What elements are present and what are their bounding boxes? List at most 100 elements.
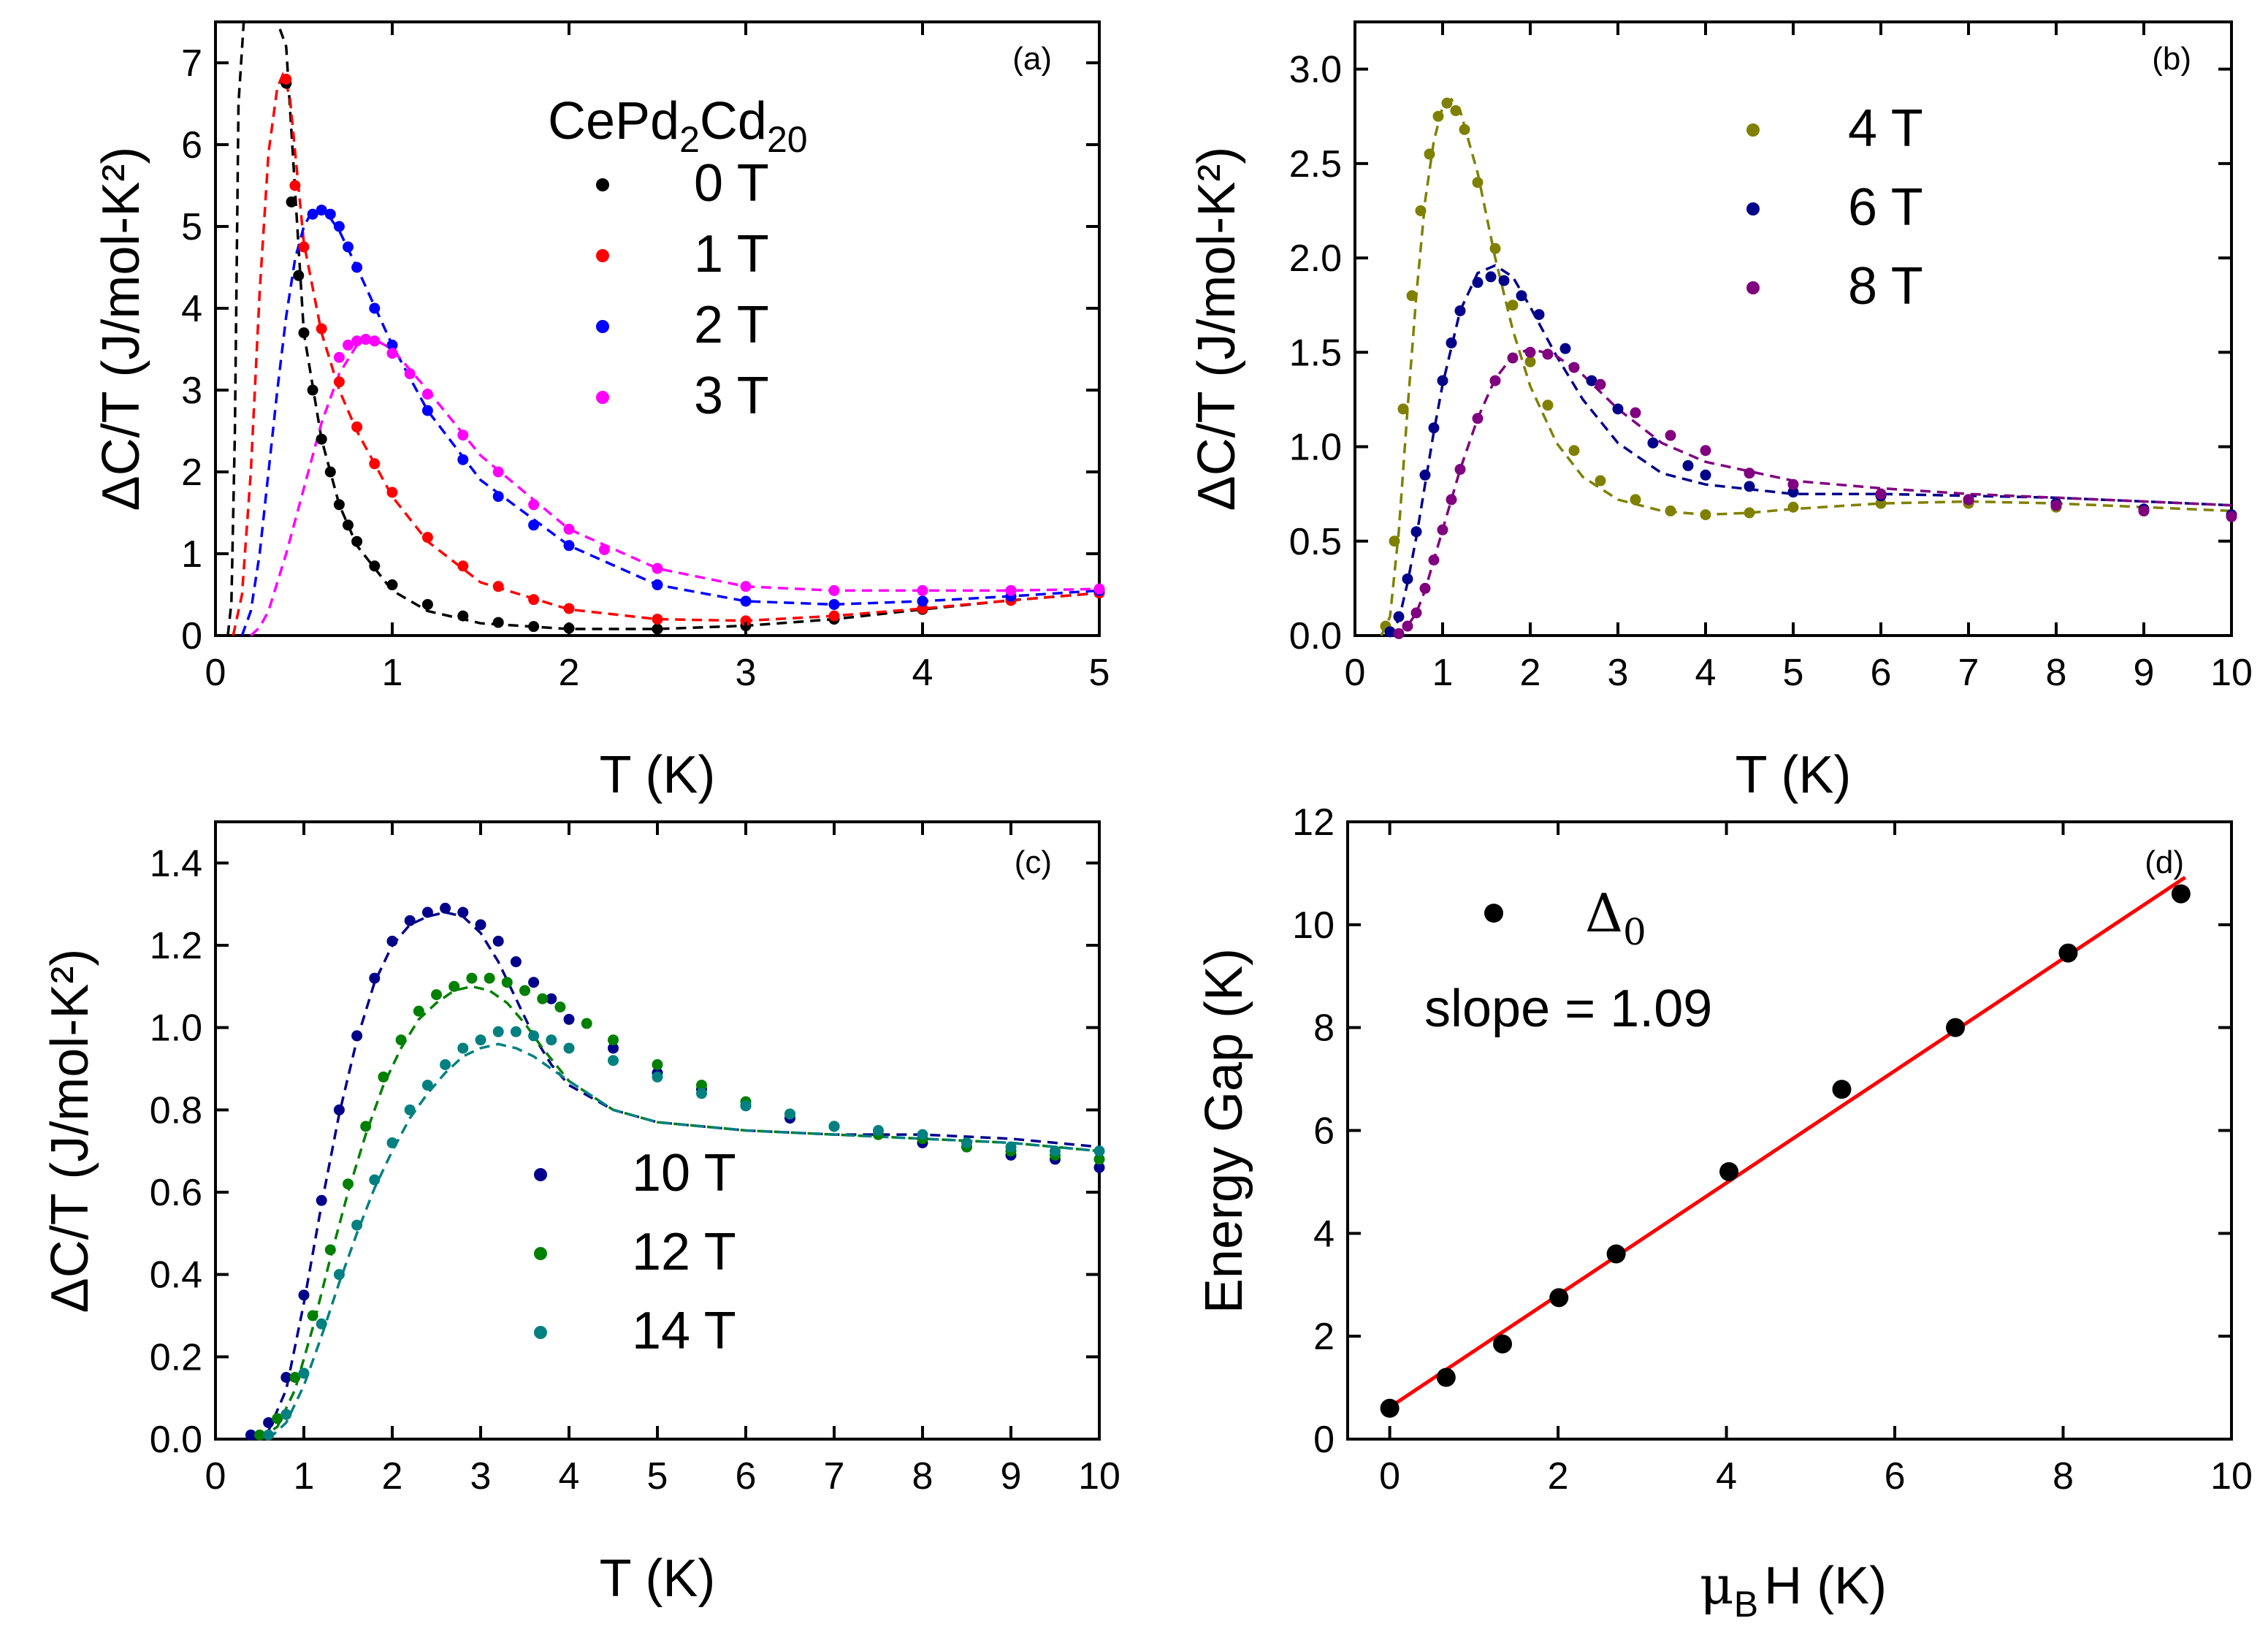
data-point: [563, 603, 575, 614]
y-tick-label: 0.2: [150, 1336, 202, 1378]
data-point: [828, 1121, 840, 1132]
data-point: [1489, 243, 1501, 254]
data-point: [307, 1310, 318, 1321]
legend-marker: [1746, 281, 1760, 294]
data-point: [333, 376, 345, 388]
x-tick-label: 2: [559, 652, 580, 694]
data-point: [1428, 554, 1440, 566]
data-point: [263, 1416, 275, 1428]
x-ticks-d: 0 2 4 6 8 10: [1379, 822, 2253, 1498]
data-point: [1419, 469, 1431, 481]
x-tick-label: 8: [2046, 652, 2067, 694]
data-point: [457, 610, 469, 622]
data-point: [696, 1080, 707, 1091]
data-point: [1093, 1162, 1105, 1173]
data-point: [324, 1244, 336, 1256]
data-point: [421, 1080, 433, 1091]
data-point: [510, 956, 522, 968]
data-point: [280, 73, 292, 85]
x-tick-label: 10: [2210, 1455, 2253, 1498]
data-point: [563, 1013, 575, 1025]
data-point: [1393, 628, 1405, 639]
data-point: [1093, 583, 1105, 595]
data-point: [1498, 275, 1510, 286]
y-tick-label: 12: [1292, 801, 1335, 844]
data-point: [1533, 309, 1545, 321]
data-point: [280, 1372, 292, 1383]
y-tick-label: 0.5: [1289, 521, 1342, 563]
data-point: [404, 915, 416, 926]
data-point: [1744, 481, 1755, 492]
legend-label: 14 T: [632, 1302, 736, 1360]
data-point: [492, 491, 504, 503]
panel-tag-c: (c): [1015, 844, 1052, 880]
data-point: [475, 919, 486, 931]
legend-marker: [534, 1326, 547, 1339]
x-tick-label: 8: [912, 1455, 933, 1498]
data-point: [386, 339, 398, 351]
data-point: [369, 560, 381, 572]
panel-b: 0 1 2 3 4 5 6 7 8 9 10 0.0 0.5 1.0 1.5 2.0 2.5 3.0 (b) 4…: [1188, 20, 2253, 804]
y-tick-label: 2.5: [1289, 143, 1342, 186]
data-point: [245, 1429, 256, 1441]
data-point: [608, 1055, 619, 1067]
data-point: [298, 1368, 310, 1379]
legend-label-delta: Δ0: [1585, 882, 1646, 953]
y-tick-label: 3: [181, 370, 202, 412]
data-point: [457, 1042, 469, 1054]
data-point: [1437, 524, 1448, 535]
y-ticks-c: 0.0 0.2 0.4 0.6 0.8 1.0 1.2 1.4: [150, 842, 1099, 1461]
data-point: [1436, 1368, 1456, 1387]
data-point: [316, 323, 327, 335]
data-point: [581, 1018, 592, 1029]
data-point: [1050, 1145, 1061, 1157]
data-point: [1682, 459, 1694, 471]
data-point: [652, 562, 663, 574]
data-point: [501, 977, 513, 988]
data-point: [1005, 584, 1017, 596]
data-point: [1446, 337, 1457, 348]
data-point: [652, 1071, 663, 1083]
y-tick-label: 0.6: [150, 1172, 202, 1214]
data-point: [254, 1429, 265, 1441]
data-point: [1472, 177, 1484, 188]
data-point: [1665, 505, 1676, 516]
y-tick-label: 6: [1313, 1110, 1335, 1153]
data-point: [740, 1100, 752, 1112]
legend-a: 0 T 1 T 2 T 3 T: [596, 154, 769, 425]
y-tick-label: 8: [1313, 1007, 1335, 1050]
fit-curve: [240, 208, 1100, 636]
data-point: [395, 1034, 407, 1046]
data-point: [1437, 375, 1448, 386]
data-point: [528, 1030, 540, 1042]
data-point: [546, 993, 557, 1004]
data-point: [1630, 494, 1641, 506]
data-point: [466, 972, 478, 984]
y-tick-label: 1.5: [1289, 332, 1342, 374]
data-point: [784, 1108, 795, 1120]
data-point: [563, 540, 575, 552]
x-tick-label: 4: [1695, 652, 1717, 694]
y-ticks-b: 0.0 0.5 1.0 1.5 2.0 2.5 3.0: [1289, 49, 2231, 657]
y-ticks-a: 0 1 2 3 4 5 6 7: [181, 42, 1099, 657]
x-tick-label: 10: [2210, 652, 2253, 694]
y-tick-label: 3.0: [1289, 49, 1342, 91]
y-axis-label-a: ΔC/T (J/mol-K²): [92, 147, 150, 511]
data-point: [333, 499, 345, 511]
data-point: [740, 581, 752, 592]
y-tick-label: 6: [181, 124, 202, 167]
data-point: [316, 1318, 327, 1330]
data-point: [1454, 305, 1466, 316]
y-axis-label-c: ΔC/T (J/mol-K²): [41, 949, 99, 1313]
legend-label: 3 T: [694, 367, 769, 425]
data-point: [457, 907, 469, 918]
data-point: [343, 519, 354, 531]
data-point: [1542, 348, 1554, 360]
data-point: [1384, 626, 1396, 638]
data-point: [917, 1129, 928, 1140]
data-point: [1005, 1141, 1017, 1153]
fit-curve: [250, 337, 1100, 637]
data-point: [316, 1194, 327, 1206]
data-point: [1787, 478, 1799, 490]
y-tick-label: 10: [1292, 904, 1335, 947]
